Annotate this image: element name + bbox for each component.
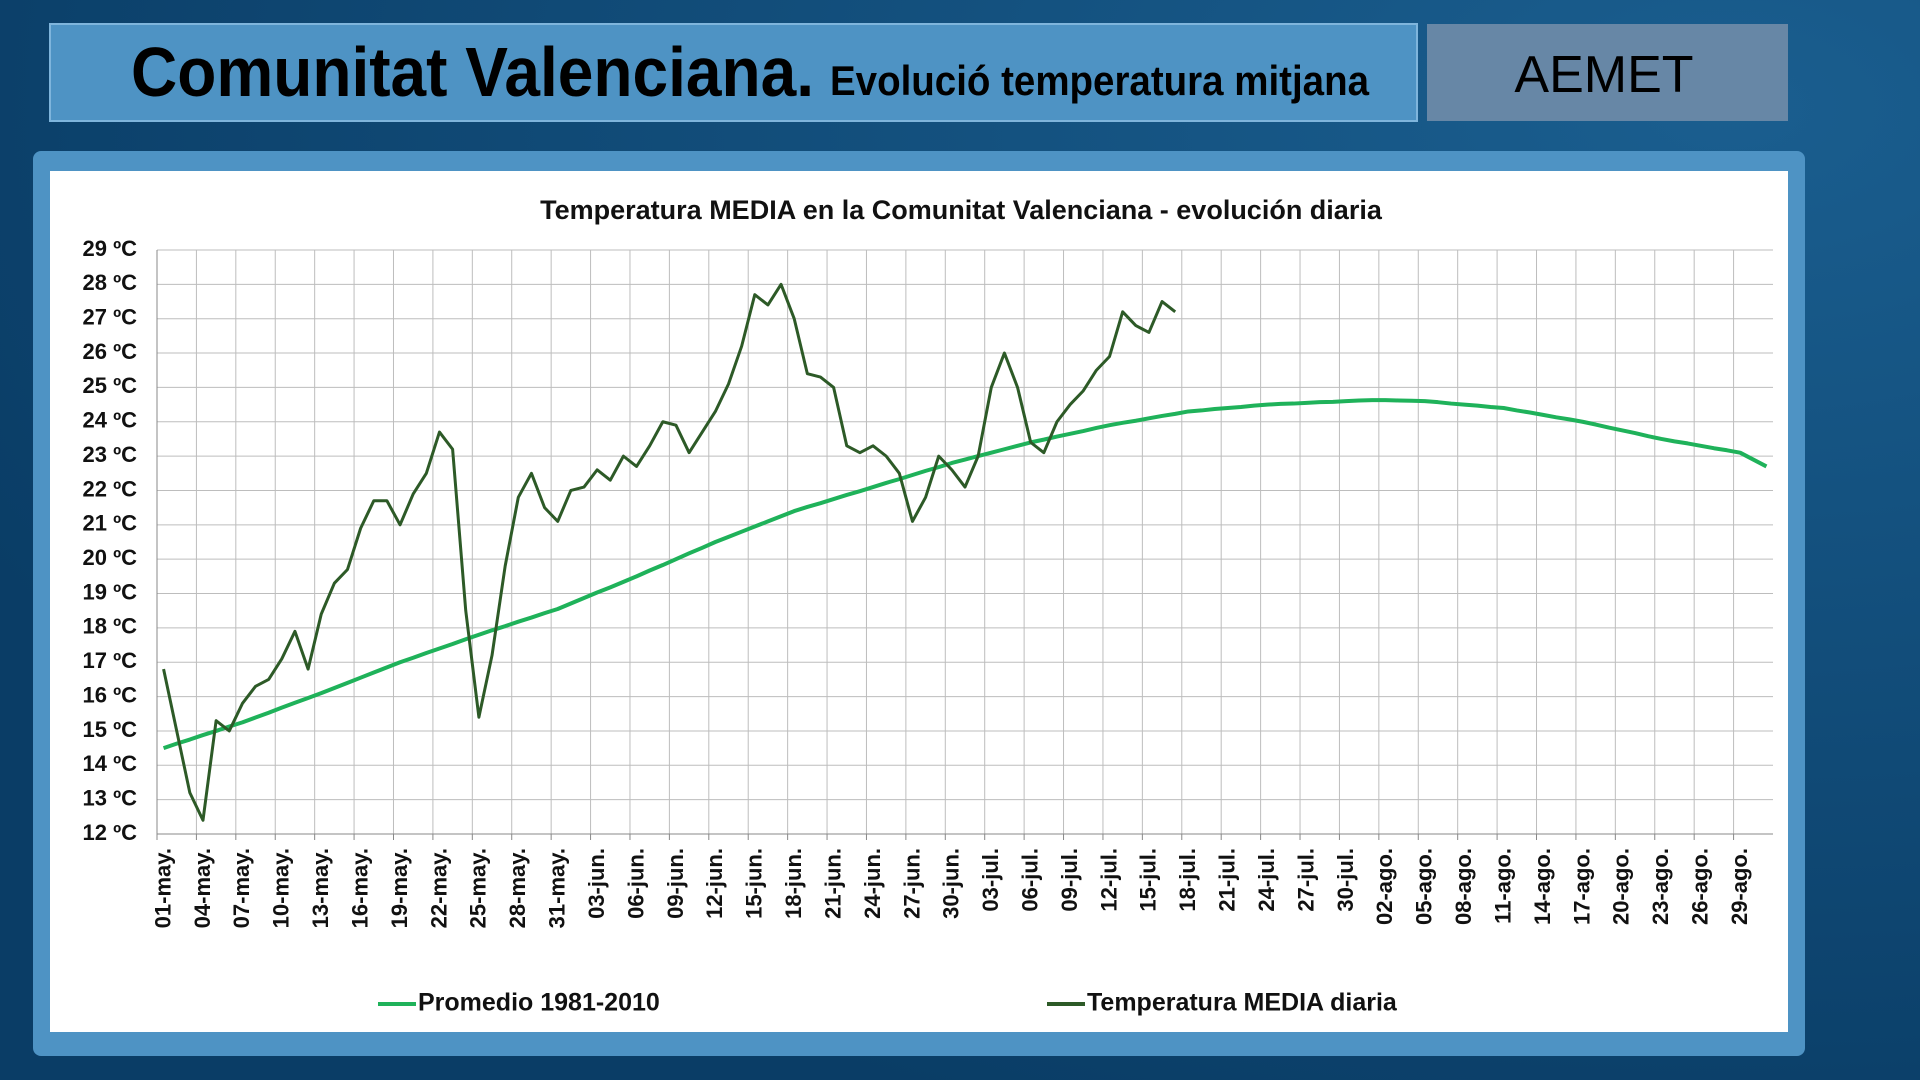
x-tick-label: 09-jun. (663, 848, 688, 919)
x-tick-label: 15-jun. (742, 848, 767, 919)
x-tick-label: 01-may. (150, 848, 175, 928)
y-tick-label: 13 ºC (82, 785, 137, 810)
header-bar (49, 23, 1418, 122)
x-tick-label: 14-ago. (1530, 848, 1555, 925)
x-tick-label: 18-jul. (1175, 848, 1200, 912)
y-tick-label: 25 ºC (82, 373, 137, 398)
chart-title: Temperatura MEDIA en la Comunitat Valenc… (540, 195, 1383, 225)
header-subtitle: Evolució temperatura mitjana (830, 57, 1370, 104)
x-tick-label: 19-may. (387, 848, 412, 928)
y-tick-label: 24 ºC (82, 408, 137, 433)
x-tick-label: 12-jul. (1096, 848, 1121, 912)
y-tick-label: 14 ºC (82, 751, 137, 776)
x-tick-label: 29-ago. (1727, 848, 1752, 925)
x-tick-label: 25-may. (466, 848, 491, 928)
x-tick-label: 09-jul. (1057, 848, 1082, 912)
x-tick-label: 20-ago. (1609, 848, 1634, 925)
brand-box (1427, 24, 1788, 121)
x-tick-label: 30-jul. (1333, 848, 1358, 912)
y-tick-label: 22 ºC (82, 476, 137, 501)
brand: AEMET (1514, 46, 1693, 104)
y-tick-label: 19 ºC (82, 579, 137, 604)
y-tick-label: 26 ºC (82, 339, 137, 364)
x-tick-label: 06-jun. (623, 848, 648, 919)
x-tick-label: 27-jun. (899, 848, 924, 919)
y-tick-label: 17 ºC (82, 648, 137, 673)
x-tick-label: 02-ago. (1372, 848, 1397, 925)
plot: 12 ºC 13 ºC 14 ºC 15 ºC 16 ºC 17 ºC 18 ºC 19 ºC… (82, 236, 1773, 1017)
header-title: Comunitat Valenciana. (131, 33, 814, 111)
x-tick-label: 13-may. (308, 848, 333, 928)
x-tick-label: 24-jul. (1254, 848, 1279, 912)
series-line (162, 282, 1177, 822)
x-tick-label: 07-may. (229, 848, 254, 928)
x-tick-label: 16-may. (347, 848, 372, 928)
legend-label: Temperatura MEDIA diaria (1087, 989, 1398, 1017)
x-tick-label: 06-jul. (1018, 848, 1043, 912)
x-tick-label: 21-jul. (1215, 848, 1240, 912)
x-tick-label: 18-jun. (781, 848, 806, 919)
x-tick-label: 17-ago. (1569, 848, 1594, 925)
x-tick-label: 03-jul. (978, 848, 1003, 912)
x-tick-label: 26-ago. (1688, 848, 1713, 925)
y-tick-label: 27 ºC (82, 305, 137, 330)
y-tick-label: 16 ºC (82, 682, 137, 707)
legend-label: Promedio 1981-2010 (418, 989, 660, 1017)
chart-area (50, 171, 1788, 1032)
x-tick-label: 15-jul. (1136, 848, 1161, 912)
y-tick-label: 29 ºC (82, 236, 137, 261)
x-tick-label: 31-may. (545, 848, 570, 928)
series-line (162, 398, 1768, 751)
y-tick-label: 23 ºC (82, 442, 137, 467)
x-tick-label: 23-ago. (1648, 848, 1673, 925)
x-tick-label: 03-jun. (584, 848, 609, 919)
x-tick-label: 21-jun. (820, 848, 845, 919)
x-tick-label: 05-ago. (1412, 848, 1437, 925)
x-tick-label: 30-jun. (939, 848, 964, 919)
x-tick-label: 08-ago. (1451, 848, 1476, 925)
y-tick-label: 12 ºC (82, 820, 137, 845)
y-tick-label: 18 ºC (82, 614, 137, 639)
y-tick-label: 20 ºC (82, 545, 137, 570)
x-tick-label: 12-jun. (702, 848, 727, 919)
x-tick-label: 27-jul. (1293, 848, 1318, 912)
x-tick-label: 04-may. (190, 848, 215, 928)
x-tick-label: 10-may. (269, 848, 294, 928)
x-tick-label: 11-ago. (1490, 848, 1515, 924)
y-tick-label: 21 ºC (82, 511, 137, 536)
x-tick-label: 28-may. (505, 848, 530, 928)
y-tick-label: 15 ºC (82, 717, 137, 742)
x-tick-label: 22-may. (426, 848, 451, 928)
y-tick-label: 28 ºC (82, 270, 137, 295)
x-tick-label: 24-jun. (860, 848, 885, 919)
